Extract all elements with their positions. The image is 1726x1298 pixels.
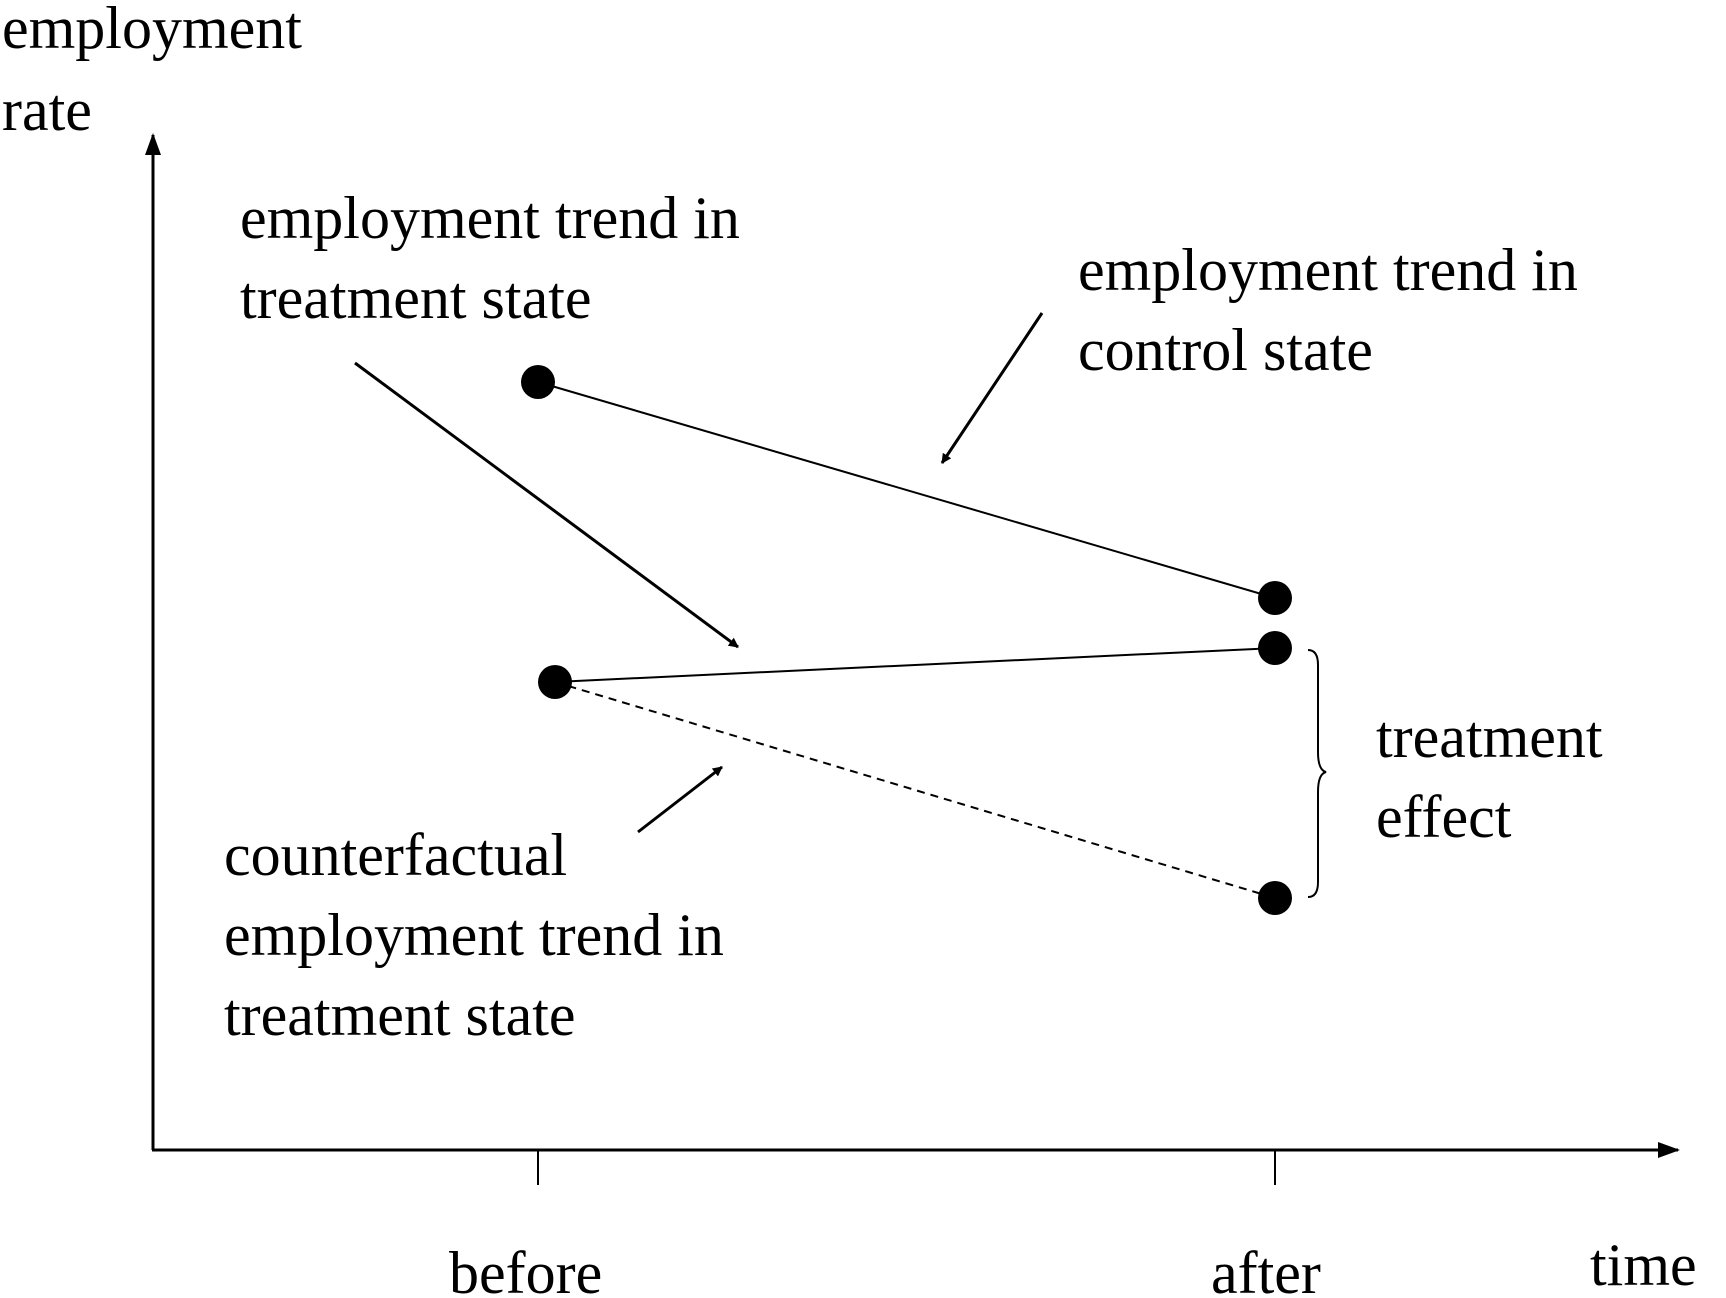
treatment-effect-label-line: treatment [1376,704,1603,770]
tick-label-after: after [1211,1240,1321,1298]
y-axis-label-line: rate [2,77,92,143]
control-trend-label: employment trend in control state [1078,237,1593,383]
treatment-trend-line [554,647,1276,683]
counterfactual-trend-label-line: employment trend in [224,902,724,968]
tick-label-before: before [449,1240,602,1298]
counterfactual-trend-line [554,681,1276,899]
treatment-effect-label: treatment effect [1376,704,1618,850]
treatment-trend-label-line: employment trend in [240,185,740,251]
counterfactual-trend-label-line: treatment state [224,982,576,1048]
control-trend-line [537,381,1276,599]
treatment-effect-label-line: effect [1376,784,1512,850]
point-treatment-after [1258,631,1292,665]
arrow-treatment-trend [354,361,739,649]
point-control-before [521,365,555,399]
counterfactual-trend-label-line: counterfactual [224,822,567,888]
counterfactual-trend-label: counterfactual employment trend in treat… [224,822,739,1048]
point-treatment-before [538,665,572,699]
treatment-trend-label-line: treatment state [240,265,592,331]
point-counterfactual-after [1258,881,1292,915]
treatment-effect-brace [1307,649,1327,898]
arrow-counterfactual-trend [637,765,723,834]
point-control-after [1258,581,1292,615]
treatment-trend-label: employment trend in treatment state [240,185,755,331]
control-trend-label-line: control state [1078,317,1373,383]
arrow-control-trend [940,312,1044,464]
y-axis-label-line: employment [2,0,302,61]
x-axis-label: time [1590,1232,1697,1298]
control-trend-label-line: employment trend in [1078,237,1578,303]
y-axis-label: employment rate [2,0,317,143]
